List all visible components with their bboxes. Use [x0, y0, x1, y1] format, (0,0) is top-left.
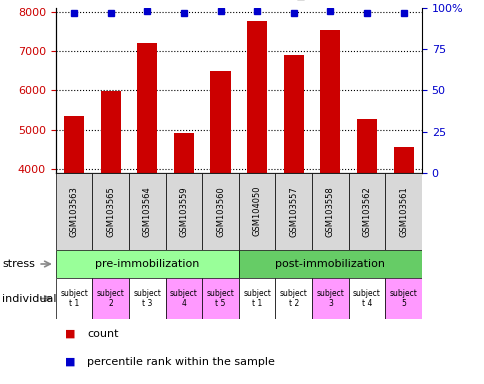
Text: GSM104050: GSM104050 [252, 186, 261, 237]
Text: GSM103564: GSM103564 [142, 186, 151, 237]
Text: subject
5: subject 5 [389, 289, 417, 308]
Text: subject
3: subject 3 [316, 289, 344, 308]
Bar [319, 30, 340, 326]
Text: subject
t 1: subject t 1 [60, 289, 88, 308]
Bar [166, 278, 202, 319]
Text: subject
t 4: subject t 4 [352, 289, 380, 308]
Bar [384, 173, 421, 250]
Bar [129, 278, 166, 319]
Bar [239, 173, 275, 250]
Text: GSM103563: GSM103563 [69, 186, 78, 237]
Text: stress: stress [2, 259, 35, 269]
Text: subject
t 5: subject t 5 [206, 289, 234, 308]
Bar [129, 173, 166, 250]
Bar [64, 116, 84, 326]
Bar [312, 278, 348, 319]
Text: subject
t 2: subject t 2 [279, 289, 307, 308]
Text: count: count [87, 329, 119, 339]
Bar [166, 173, 202, 250]
Bar [275, 173, 312, 250]
Text: GSM103560: GSM103560 [215, 186, 225, 237]
Text: subject
t 3: subject t 3 [133, 289, 161, 308]
Text: post-immobilization: post-immobilization [275, 259, 385, 269]
Text: GSM103561: GSM103561 [398, 186, 408, 237]
Bar [246, 22, 267, 326]
Bar [137, 43, 157, 326]
Bar [348, 173, 385, 250]
Text: individual: individual [2, 293, 57, 304]
Text: subject
4: subject 4 [170, 289, 197, 308]
Bar [92, 173, 129, 250]
Text: GSM103565: GSM103565 [106, 186, 115, 237]
Bar [283, 55, 303, 326]
Bar [210, 71, 230, 326]
Bar [56, 250, 239, 278]
Bar [173, 133, 194, 326]
Text: percentile rank within the sample: percentile rank within the sample [87, 357, 274, 367]
Text: pre-immobilization: pre-immobilization [95, 259, 199, 269]
Text: subject
2: subject 2 [97, 289, 124, 308]
Bar [239, 278, 275, 319]
Text: GSM103557: GSM103557 [288, 186, 298, 237]
Bar [202, 278, 239, 319]
Bar [356, 119, 377, 326]
Bar [384, 278, 421, 319]
Bar [56, 173, 92, 250]
Bar [312, 173, 348, 250]
Text: GSM103558: GSM103558 [325, 186, 334, 237]
Bar [202, 173, 239, 250]
Bar [100, 91, 121, 326]
Bar [393, 147, 413, 326]
Text: ■: ■ [65, 329, 76, 339]
Bar [239, 250, 421, 278]
Bar [56, 278, 92, 319]
Bar [92, 278, 129, 319]
Text: ■: ■ [65, 357, 76, 367]
Bar [348, 278, 385, 319]
Text: GSM103562: GSM103562 [362, 186, 371, 237]
Text: GSM103559: GSM103559 [179, 186, 188, 237]
Bar [275, 278, 312, 319]
Text: subject
t 1: subject t 1 [243, 289, 271, 308]
